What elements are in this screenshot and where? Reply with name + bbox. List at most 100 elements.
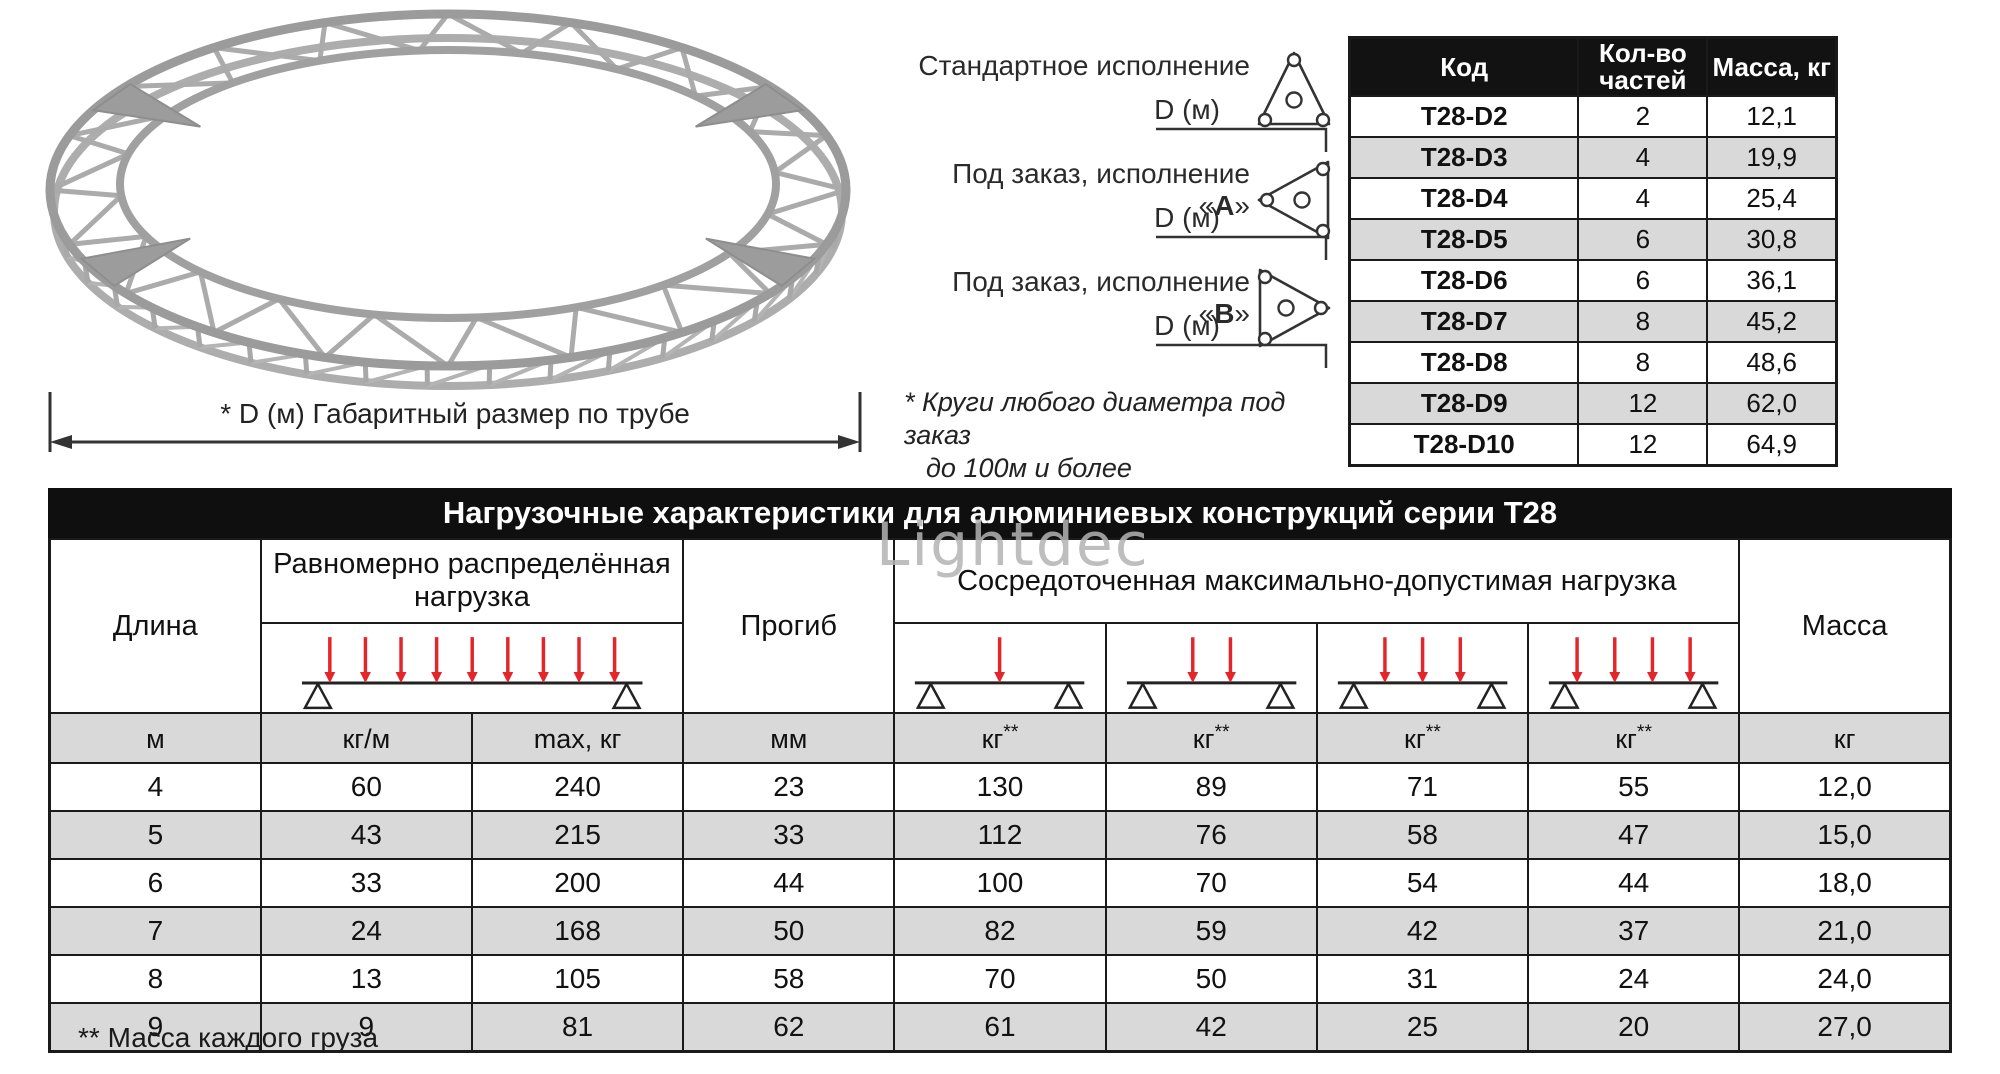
units-row: м кг/м max, кг мм кг** кг** кг** кг** кг: [48, 712, 1952, 764]
cell: 240: [470, 762, 685, 812]
cell: 24,0: [1738, 954, 1952, 1004]
dimension-annotation: * D (м) Габаритный размер по трубе: [48, 392, 862, 456]
table-row: 9 9 81 62 61 42 25 20 27,0: [48, 1002, 1952, 1053]
cell: 100: [893, 858, 1107, 908]
cell: 62: [682, 1002, 896, 1053]
cell-mass: 12,1: [1706, 95, 1838, 138]
cell: 82: [893, 906, 1107, 956]
table-row: T28-D2 2 12,1: [1348, 95, 1838, 138]
cell-mass: 19,9: [1706, 136, 1838, 179]
diagram-row: [50, 622, 1951, 714]
cell: 42: [1315, 906, 1530, 956]
cell: 42: [1104, 1002, 1318, 1053]
col-header-deflection: Прогиб: [682, 538, 896, 714]
cell-count: 4: [1577, 177, 1709, 220]
cell: 168: [470, 906, 685, 956]
variant-a: Под заказ, исполнение «А» D (м): [898, 156, 1342, 260]
cell-code: T28-D10: [1348, 423, 1580, 467]
cell-count: 12: [1577, 382, 1709, 425]
table-row: T28-D6 6 36,1: [1348, 259, 1838, 302]
variant-label: Стандартное исполнение: [918, 50, 1250, 81]
cell: 58: [1315, 810, 1530, 860]
diameter-label: D (м): [1154, 202, 1220, 233]
col-header-parts-count: Кол-во частей: [1577, 36, 1709, 97]
cell-code: T28-D7: [1348, 300, 1580, 343]
table-row: T28-D9 12 62,0: [1348, 382, 1838, 425]
cell: 59: [1104, 906, 1318, 956]
table-row: 6 33 200 44 100 70 54 44 18,0: [48, 858, 1952, 908]
load-table: Нагрузочные характеристики для алюминиев…: [48, 488, 1952, 1053]
unit-cell: кг**: [1104, 712, 1318, 764]
uniform-load-diagram-cell: [259, 622, 685, 714]
cell: 44: [1527, 858, 1741, 908]
variant-label: Под заказ, исполнение «В»: [952, 266, 1250, 329]
concentrated-load-1-diagram: [915, 637, 1085, 709]
cell: 89: [1104, 762, 1318, 812]
cell-count: 6: [1577, 259, 1709, 302]
cell-mass: 45,2: [1706, 300, 1838, 343]
cell-mass: 30,8: [1706, 218, 1838, 261]
cell-count: 8: [1577, 300, 1709, 343]
concentrated-load-2-diagram: [1126, 637, 1296, 709]
dimension-caption: * D (м) Габаритный размер по трубе: [220, 398, 690, 429]
unit-cell: кг**: [893, 712, 1107, 764]
cell: 105: [470, 954, 685, 1004]
cell: 24: [1527, 954, 1741, 1004]
cell-code: T28-D5: [1348, 218, 1580, 261]
cell: 23: [682, 762, 896, 812]
cell-mass: 62,0: [1706, 382, 1838, 425]
load-table-title: Нагрузочные характеристики для алюминиев…: [48, 488, 1952, 538]
cell-code: T28-D3: [1348, 136, 1580, 179]
cell: 13: [259, 954, 473, 1004]
cell-mass: 36,1: [1706, 259, 1838, 302]
cell: 70: [893, 954, 1107, 1004]
cell-count: 8: [1577, 341, 1709, 384]
cell: 18,0: [1738, 858, 1952, 908]
watermark: Lightdec: [876, 510, 1150, 580]
unit-cell: кг**: [1527, 712, 1741, 764]
unit-cell: кг**: [1315, 712, 1530, 764]
dimension-arrow: [48, 392, 862, 452]
cell: 54: [1315, 858, 1530, 908]
cell: 50: [682, 906, 896, 956]
uniform-load-diagram: [301, 637, 643, 710]
baseline: [1156, 127, 1328, 152]
cell: 200: [470, 858, 685, 908]
cell: 70: [1104, 858, 1318, 908]
col-header-uniform-load: Равномерно распределённая нагрузка: [259, 538, 685, 624]
triangle-section-right-icon: [1257, 268, 1331, 348]
col-header-length: Длина: [48, 538, 262, 714]
cell-mass: 48,6: [1706, 341, 1838, 384]
col-header-mass: Масса, кг: [1706, 36, 1838, 97]
cell: 15,0: [1738, 810, 1952, 860]
unit-cell: кг/м: [259, 712, 473, 764]
cell: 25: [1315, 1002, 1530, 1053]
mass-footnote: ** Масса каждого груза: [78, 1022, 379, 1053]
concentrated-load-4-diagram: [1548, 637, 1719, 709]
cell: 50: [1104, 954, 1318, 1004]
cell: 76: [1104, 810, 1318, 860]
cell: 8: [48, 954, 262, 1004]
col-header-code: Код: [1348, 36, 1580, 97]
cell-count: 12: [1577, 423, 1709, 467]
cell: 27,0: [1738, 1002, 1952, 1053]
cell: 43: [259, 810, 473, 860]
table-header-row: Код Кол-во частей Масса, кг: [1348, 36, 1838, 97]
cell: 21,0: [1738, 906, 1952, 956]
cell: 47: [1527, 810, 1741, 860]
cell: 24: [259, 906, 473, 956]
concentrated-load-diagram-cell: [1315, 622, 1530, 714]
cell: 130: [893, 762, 1107, 812]
concentrated-load-diagram-cell: [1527, 622, 1741, 714]
table-row: T28-D8 8 48,6: [1348, 341, 1838, 384]
cell-code: T28-D8: [1348, 341, 1580, 384]
variant-standard: Стандартное исполнение D (м): [898, 48, 1342, 152]
col-header-mass: Масса: [1738, 538, 1952, 714]
cell: 9: [48, 1002, 262, 1053]
cell: 31: [1315, 954, 1530, 1004]
cell-count: 6: [1577, 218, 1709, 261]
cell: 37: [1527, 906, 1741, 956]
cell: 60: [259, 762, 473, 812]
cell: 33: [682, 810, 896, 860]
